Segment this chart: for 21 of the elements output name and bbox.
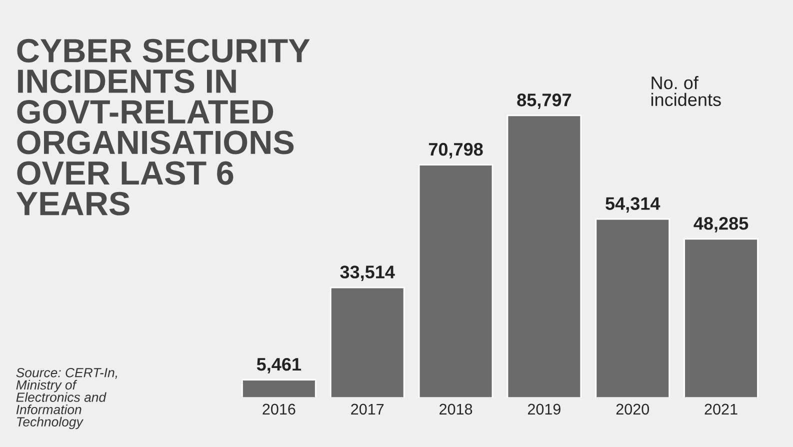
x-tick-label: 2019 (528, 404, 560, 415)
x-tick-label: 2021 (704, 404, 738, 415)
bar (684, 238, 758, 398)
x-tick-label: 2020 (616, 404, 650, 415)
data-label: 33,514 (340, 266, 395, 282)
source-note: Source: CERT-In, Ministry of Electronics and Information Technology (16, 368, 118, 430)
bar (418, 164, 494, 398)
bar (330, 286, 405, 398)
text: No. of incidents (651, 76, 721, 106)
chart-title: CYBER SECURITY INCIDENTS IN GOVT-RELATED ORGANISATIONS OVER LAST 6 YEARS (16, 38, 310, 216)
data-label: 85,797 (517, 94, 572, 109)
x-tick-label: 2018 (440, 404, 472, 415)
bar (595, 218, 670, 398)
data-label: 70,798 (428, 142, 483, 158)
x-tick-label: 2017 (351, 404, 384, 415)
data-label: 5,461 (256, 358, 302, 374)
data-label: 48,285 (694, 217, 748, 232)
bar (242, 379, 316, 398)
data-label: 54,314 (606, 197, 660, 213)
x-tick-label: 2016 (262, 404, 296, 415)
bar (506, 114, 582, 398)
